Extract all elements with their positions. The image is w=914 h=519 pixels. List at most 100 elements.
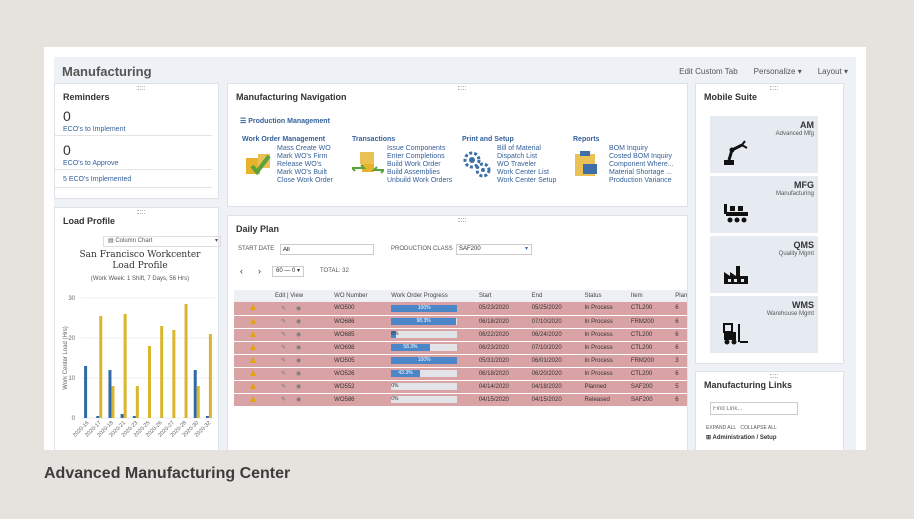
drag-handle[interactable]	[457, 218, 466, 222]
column-header[interactable]: Work Order Progress	[388, 290, 476, 302]
nav-link[interactable]: BOM Inquiry	[609, 145, 648, 152]
nav-link[interactable]: WO Traveler	[497, 161, 537, 168]
view-eye-icon[interactable]: ◉	[296, 332, 302, 338]
table-row[interactable]: ✎ ◉ WO698 58.3% 06/23/2020 07/10/2020 In Proce…	[234, 341, 687, 355]
drag-handle[interactable]	[769, 86, 778, 90]
progress-cell: 0%	[388, 380, 476, 394]
edit-pencil-icon[interactable]: ✎	[281, 319, 287, 325]
nav-link[interactable]: Material Shortage ...	[609, 169, 673, 176]
nav-link[interactable]: Component Where...	[609, 161, 674, 168]
nav-link[interactable]: Enter Completions	[387, 153, 445, 160]
nav-link[interactable]: Mark WO's Firm	[277, 153, 328, 160]
edit-pencil-icon[interactable]: ✎	[281, 397, 287, 403]
y-axis-label: Work Center Load (Hrs)	[63, 326, 69, 390]
wo-number[interactable]: WO586	[331, 393, 389, 407]
reminders-portlet: Reminders 0 ECO's to Implement 0 ECO's t…	[54, 83, 219, 199]
wo-number[interactable]: WO500	[331, 302, 389, 316]
wo-number[interactable]: WO505	[331, 354, 389, 368]
mobile-tile-qms[interactable]: QMS Quality Mgmt	[710, 236, 818, 293]
table-row[interactable]: ✎ ◉ WO685 8% 06/22/2020 06/24/2020 In Process C…	[234, 328, 687, 342]
view-eye-icon[interactable]: ◉	[296, 371, 302, 377]
reminder-link[interactable]: 5 ECO's Implemented	[55, 174, 212, 188]
wo-number[interactable]: WO698	[331, 341, 389, 355]
end-date: 06/24/2020	[528, 328, 582, 342]
wo-number[interactable]: WO526	[331, 367, 389, 381]
wo-number[interactable]: WO685	[331, 328, 389, 342]
reminder-link[interactable]: ECO's to Implement	[55, 124, 212, 136]
page-size-select[interactable]: 60 — 0 ▾	[272, 266, 305, 277]
wo-number[interactable]: WO552	[331, 380, 389, 394]
edit-view-cell: ✎ ◉	[272, 354, 332, 368]
view-eye-icon[interactable]: ◉	[296, 319, 302, 325]
wo-number[interactable]: WO686	[331, 315, 389, 329]
production-class-select[interactable]: SAF200 ▾	[456, 244, 532, 255]
table-row[interactable]: ✎ ◉ WO500 100% 05/23/2020 05/25/2020 In Proces…	[234, 302, 687, 316]
column-header[interactable]: End	[528, 290, 582, 302]
drag-handle[interactable]	[457, 86, 466, 90]
bar	[208, 334, 212, 418]
nav-link[interactable]: Mass Create WO	[277, 145, 331, 152]
view-eye-icon[interactable]: ◉	[296, 345, 302, 351]
edit-pencil-icon[interactable]: ✎	[281, 345, 287, 351]
column-header[interactable]: WO Number	[331, 290, 389, 302]
reminders-title: Reminders	[63, 92, 110, 102]
nav-link[interactable]: Costed BOM Inquiry	[609, 153, 673, 160]
edit-pencil-icon[interactable]: ✎	[281, 305, 287, 312]
nav-link[interactable]: Build Assemblies	[387, 169, 440, 176]
next-page-button[interactable]: ›	[258, 266, 261, 276]
table-row[interactable]: ✎ ◉ WO526 43.3% 06/18/2020 06/20/2020 In Proce…	[234, 367, 687, 381]
admin-setup-folder[interactable]: ⊞ Administration / Setup	[706, 434, 777, 441]
view-eye-icon[interactable]: ◉	[296, 397, 302, 403]
edit-pencil-icon[interactable]: ✎	[281, 358, 287, 364]
nav-link[interactable]: Unbuild Work Orders	[387, 177, 453, 184]
production-management-menu[interactable]: ☰ Production Management	[240, 117, 330, 125]
page-title: Manufacturing	[62, 63, 152, 79]
transactions-boxes-icon	[352, 152, 384, 174]
nav-link[interactable]: Mark WO's Built	[277, 169, 327, 176]
view-eye-icon[interactable]: ◉	[296, 305, 302, 312]
reminder-link[interactable]: ECO's to Approve	[55, 158, 212, 170]
nav-link[interactable]: Work Center Setup	[497, 177, 557, 184]
drag-handle[interactable]	[136, 86, 145, 90]
collapse-all-link[interactable]: COLLAPSE ALL	[740, 425, 777, 431]
mobile-tile-mfg[interactable]: MFG Manufacturing	[710, 176, 818, 233]
table-row[interactable]: ✎ ◉ WO552 0% 04/14/2020 04/18/2020 Planned SAF2…	[234, 380, 687, 394]
view-eye-icon[interactable]: ◉	[296, 384, 302, 390]
nav-link[interactable]: Build Work Order	[387, 161, 441, 168]
nav-link[interactable]: Dispatch List	[497, 153, 538, 160]
table-row[interactable]: ✎ ◉ WO686 98.3% 06/18/2020 07/10/2020 In Proce…	[234, 315, 687, 329]
find-link-input[interactable]	[710, 402, 798, 415]
drag-handle[interactable]	[136, 210, 145, 214]
table-row[interactable]: ✎ ◉ WO505 100% 05/31/2020 06/01/2020 In Proces…	[234, 354, 687, 368]
nav-link[interactable]: Work Center List	[497, 169, 549, 176]
nav-link[interactable]: Production Variance	[609, 177, 672, 184]
start-date-input[interactable]	[280, 244, 374, 255]
nav-link[interactable]: Release WO's	[277, 161, 322, 168]
drag-handle[interactable]	[769, 374, 778, 378]
edit-pencil-icon[interactable]: ✎	[281, 384, 287, 390]
column-header[interactable]: Plan Qt	[672, 290, 687, 302]
edit-view-cell: ✎ ◉	[272, 315, 332, 329]
chart-icon: ▤	[108, 238, 114, 244]
column-header[interactable]: Status	[581, 290, 628, 302]
column-header[interactable]: Item	[627, 290, 673, 302]
nav-link[interactable]: Issue Components	[387, 145, 446, 152]
edit-pencil-icon[interactable]: ✎	[281, 371, 287, 377]
layout-menu[interactable]: Layout ▾	[818, 67, 848, 76]
column-header[interactable]: Start	[475, 290, 529, 302]
end-date: 04/18/2020	[528, 380, 582, 394]
item: FRM200	[627, 354, 673, 368]
chart-type-select[interactable]: ▤ Column Chart ▾	[103, 236, 221, 247]
nav-link[interactable]: Close Work Order	[277, 177, 333, 184]
prev-page-button[interactable]: ‹	[240, 266, 243, 276]
edit-custom-tab-link[interactable]: Edit Custom Tab	[679, 66, 738, 76]
mobile-tile-wms[interactable]: WMS Warehouse Mgmt	[710, 296, 818, 353]
expand-all-link[interactable]: EXPAND ALL	[706, 425, 737, 431]
table-row[interactable]: ✎ ◉ WO586 0% 04/15/2020 04/15/2020 Released SAF…	[234, 393, 687, 407]
mobile-tile-am[interactable]: AM Advanced Mfg	[710, 116, 818, 173]
personalize-menu[interactable]: Personalize ▾	[754, 67, 802, 76]
nav-link[interactable]: Bill of Material	[497, 145, 541, 152]
edit-pencil-icon[interactable]: ✎	[281, 332, 287, 338]
nav-section-work-order: Work Order Management Mass Create WO Mar…	[242, 136, 333, 185]
view-eye-icon[interactable]: ◉	[296, 358, 302, 364]
